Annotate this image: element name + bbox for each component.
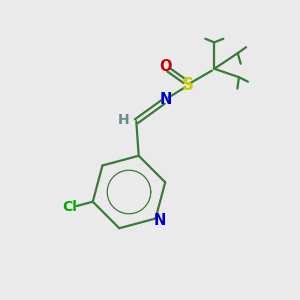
Text: O: O	[159, 59, 172, 74]
Text: H: H	[118, 113, 130, 127]
Text: N: N	[160, 92, 172, 107]
Text: S: S	[182, 76, 194, 94]
Text: Cl: Cl	[62, 200, 77, 214]
Text: N: N	[153, 212, 166, 227]
